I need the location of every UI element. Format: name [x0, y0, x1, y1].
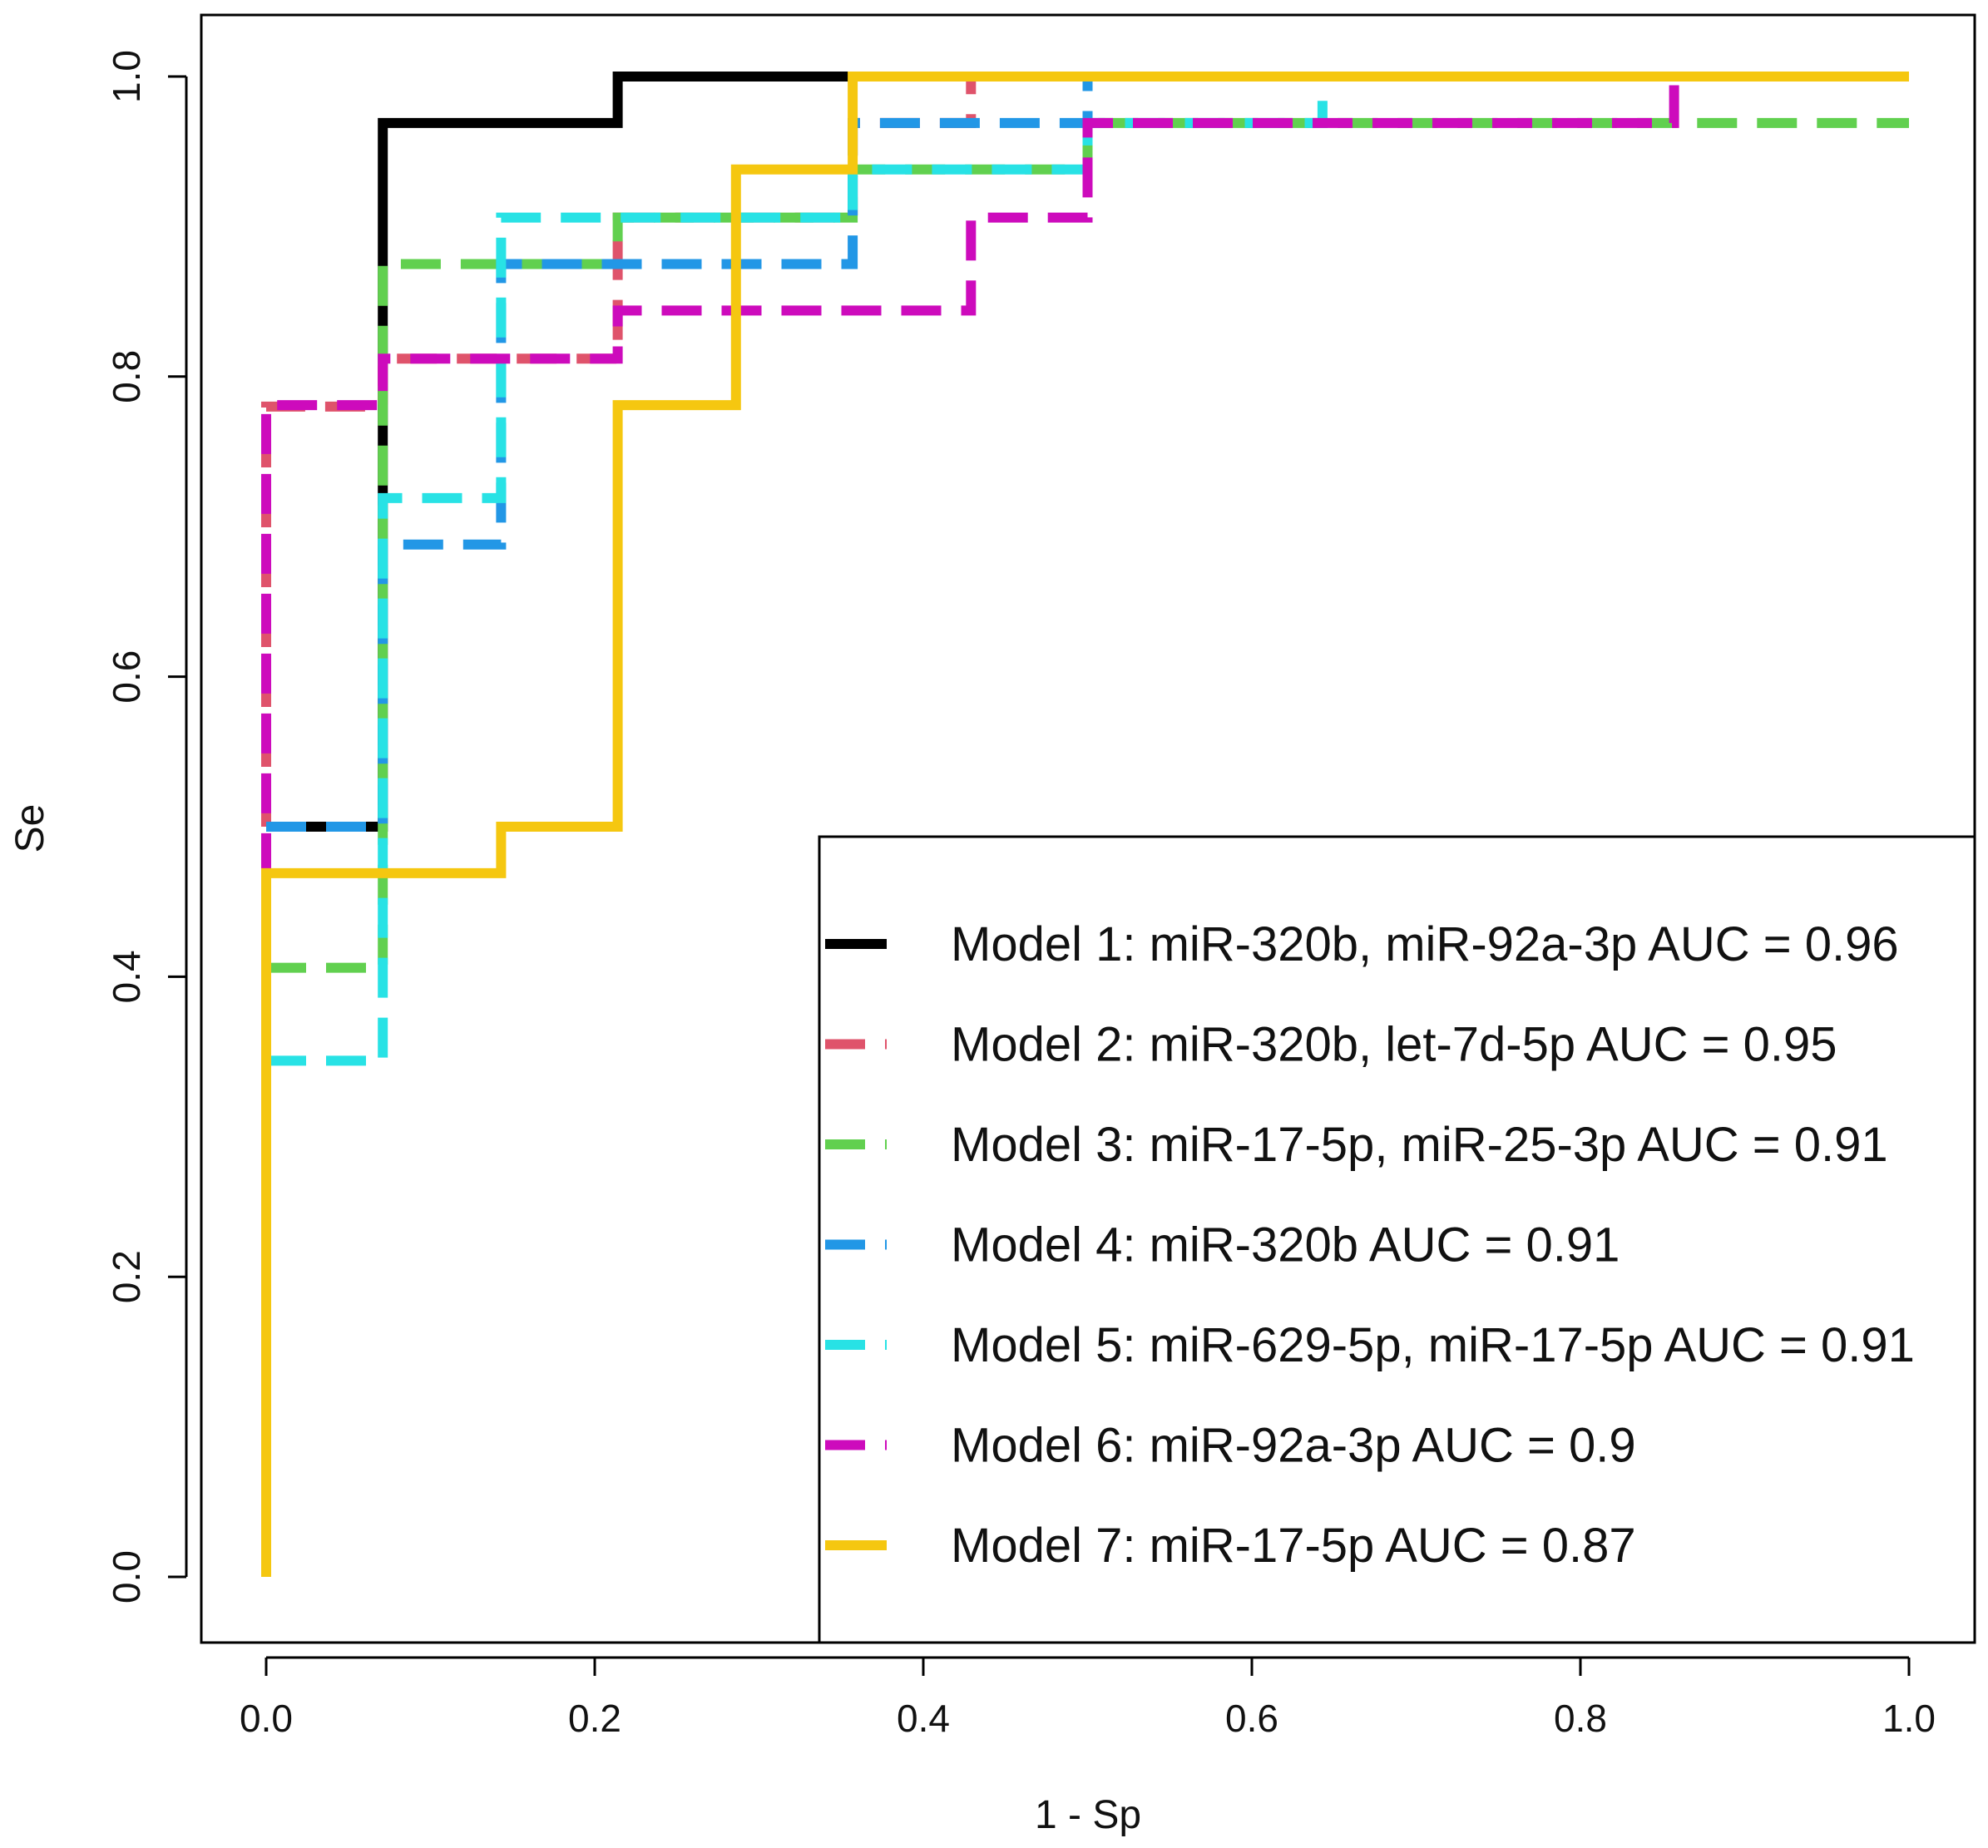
legend-label-model-3: Model 3: miR-17-5p, miR-25-3p AUC = 0.91 — [951, 1118, 1888, 1172]
y-tick-label: 0.0 — [105, 1550, 148, 1603]
y-axis: 0.0 0.2 0.4 0.6 0.8 1.0 — [105, 50, 188, 1603]
x-tick-label: 0.4 — [897, 1697, 950, 1740]
x-tick-label: 1.0 — [1882, 1697, 1936, 1740]
legend-box — [818, 835, 1976, 1644]
x-tick-label: 0.8 — [1554, 1697, 1607, 1740]
x-tick-label: 0.0 — [240, 1697, 293, 1740]
x-axis: 0.0 0.2 0.4 0.6 0.8 1.0 — [240, 1656, 1936, 1740]
legend-label-model-6: Model 6: miR-92a-3p AUC = 0.9 — [951, 1419, 1636, 1473]
y-tick-label: 0.6 — [105, 650, 148, 704]
y-axis-title: Se — [8, 804, 52, 853]
y-tick-label: 0.2 — [105, 1250, 148, 1303]
series-layer — [261, 72, 1909, 1577]
legend-label-model-1: Model 1: miR-320b, miR-92a-3p AUC = 0.96 — [951, 917, 1899, 971]
legend-label-model-5: Model 5: miR-629-5p, miR-17-5p AUC = 0.9… — [951, 1318, 1915, 1372]
legend-label-model-2: Model 2: miR-320b, let-7d-5p AUC = 0.95 — [951, 1018, 1837, 1072]
y-tick-label: 0.8 — [105, 350, 148, 403]
series-line-model-1 — [266, 72, 853, 832]
series-line-model-5 — [266, 72, 1909, 1066]
x-tick-label: 0.6 — [1225, 1697, 1278, 1740]
legend-label-model-7: Model 7: miR-17-5p AUC = 0.87 — [951, 1519, 1636, 1573]
y-tick-label: 1.0 — [105, 50, 148, 103]
legend-entries: Model 1: miR-320b, miR-92a-3p AUC = 0.96… — [825, 917, 1915, 1573]
series-line-model-6 — [261, 72, 1909, 873]
legend-label-model-4: Model 4: miR-320b AUC = 0.91 — [951, 1218, 1620, 1272]
legend: Model 1: miR-320b, miR-92a-3p AUC = 0.96… — [818, 835, 1976, 1644]
y-tick-label: 0.4 — [105, 950, 148, 1003]
x-axis-title: 1 - Sp — [1035, 1793, 1141, 1837]
x-tick-label: 0.2 — [568, 1697, 621, 1740]
series-line-model-7 — [261, 72, 1909, 1577]
